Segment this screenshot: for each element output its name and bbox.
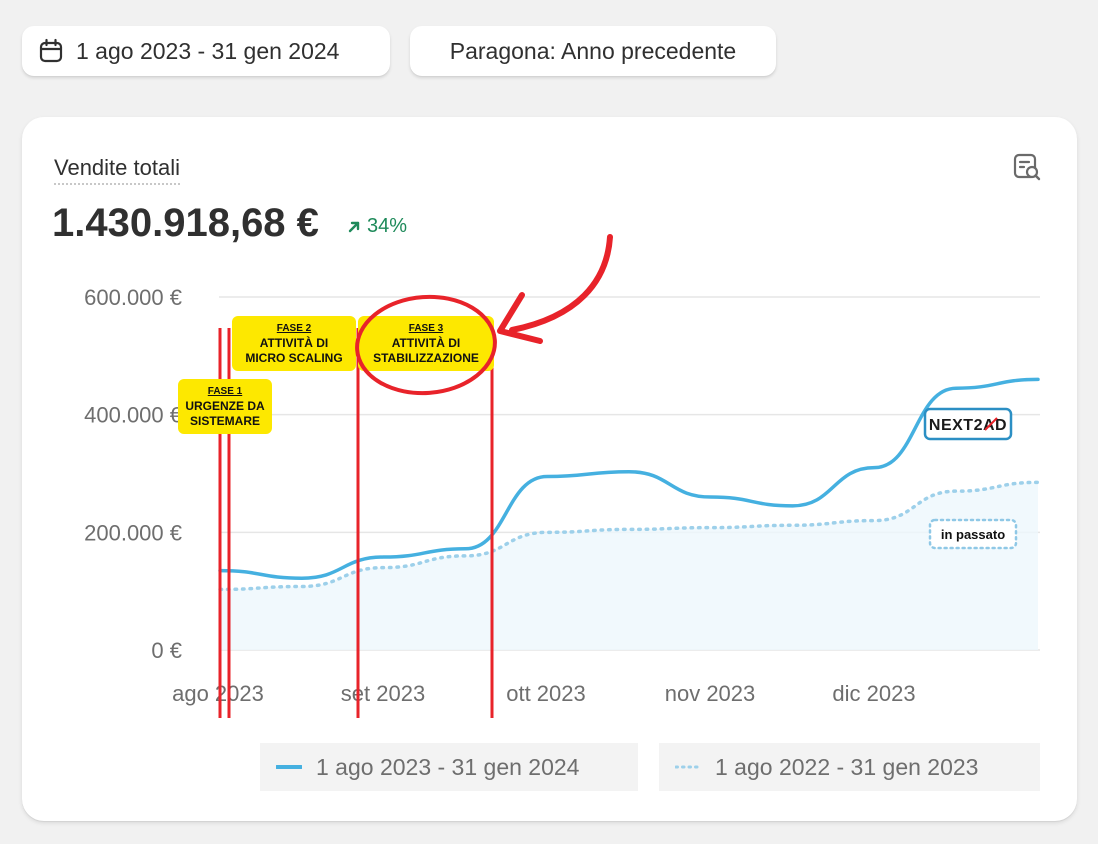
y-tick-label: 0 € xyxy=(151,638,182,663)
phase1-label-line1: URGENZE DA xyxy=(185,399,265,413)
solid-line-swatch xyxy=(276,765,302,769)
x-tick-label: nov 2023 xyxy=(665,681,756,706)
legend-item-previous[interactable]: 1 ago 2022 - 31 gen 2023 xyxy=(659,743,1040,791)
brand-badge-text: NEXT2AD xyxy=(929,417,1007,434)
x-tick-label: ago 2023 xyxy=(172,681,264,706)
date-range-button[interactable]: 1 ago 2023 - 31 gen 2024 xyxy=(22,26,390,76)
past-period-badge: in passato xyxy=(928,518,1018,550)
dotted-line-swatch xyxy=(675,765,701,769)
phase2-label-title: FASE 2 xyxy=(277,323,312,334)
brand-badge-accent xyxy=(984,417,998,431)
phase2-label-line1: ATTIVITÀ DI xyxy=(260,335,328,350)
sales-line-chart: 600.000 € 400.000 € 200.000 € 0 € ago 2023 se… xyxy=(84,234,1040,718)
x-tick-label: dic 2023 xyxy=(832,681,915,706)
phase1-label-title: FASE 1 xyxy=(208,386,243,397)
trend-badge: 34% xyxy=(347,215,407,238)
phase1-label-line2: SISTEMARE xyxy=(190,414,260,428)
date-range-label: 1 ago 2023 - 31 gen 2024 xyxy=(76,37,340,64)
x-tick-label: ott 2023 xyxy=(506,681,586,706)
x-tick-label: set 2023 xyxy=(341,681,425,706)
series-line-current xyxy=(218,377,1040,580)
report-search-icon[interactable] xyxy=(1012,152,1042,182)
metric-title[interactable]: Vendite totali xyxy=(54,155,180,185)
past-period-text: in passato xyxy=(941,527,1005,542)
y-tick-label: 200.000 € xyxy=(84,520,182,545)
y-tick-label: 400.000 € xyxy=(84,403,182,428)
compare-label: Paragona: Anno precedente xyxy=(449,37,737,64)
phase1-label-bg xyxy=(178,379,272,434)
brand-badge-frame xyxy=(923,407,1013,441)
series-line-previous xyxy=(218,480,1040,592)
phase3-label-title: FASE 3 xyxy=(409,323,444,334)
past-period-frame xyxy=(928,518,1018,550)
brand-badge: NEXT2AD xyxy=(923,407,1013,441)
compare-button[interactable]: Paragona: Anno precedente xyxy=(410,26,776,76)
pointer-arrow-head xyxy=(497,292,543,344)
phase2-label-line2: MICRO SCALING xyxy=(245,351,342,365)
metric-value: 1.430.918,68 € xyxy=(52,201,319,245)
arrow-up-right-icon xyxy=(348,221,360,232)
y-tick-label: 600.000 € xyxy=(84,285,182,310)
trend-value: 34% xyxy=(367,215,408,237)
phase3-label-bg xyxy=(358,316,494,371)
sales-card: Vendite totali 1.430.918,68 € 34% 600.00… xyxy=(22,117,1077,821)
phase2-label-bg xyxy=(232,316,356,371)
calendar-icon xyxy=(39,38,63,63)
highlight-circle xyxy=(355,294,497,396)
phase3-label-line2: STABILIZZAZIONE xyxy=(373,351,479,365)
phase3-label-line1: ATTIVITÀ DI xyxy=(392,335,460,350)
pointer-arrow-shaft xyxy=(509,234,613,333)
legend-label-previous: 1 ago 2022 - 31 gen 2023 xyxy=(715,753,979,780)
legend-label-current: 1 ago 2023 - 31 gen 2024 xyxy=(316,753,580,780)
legend-item-current[interactable]: 1 ago 2023 - 31 gen 2024 xyxy=(260,743,638,791)
